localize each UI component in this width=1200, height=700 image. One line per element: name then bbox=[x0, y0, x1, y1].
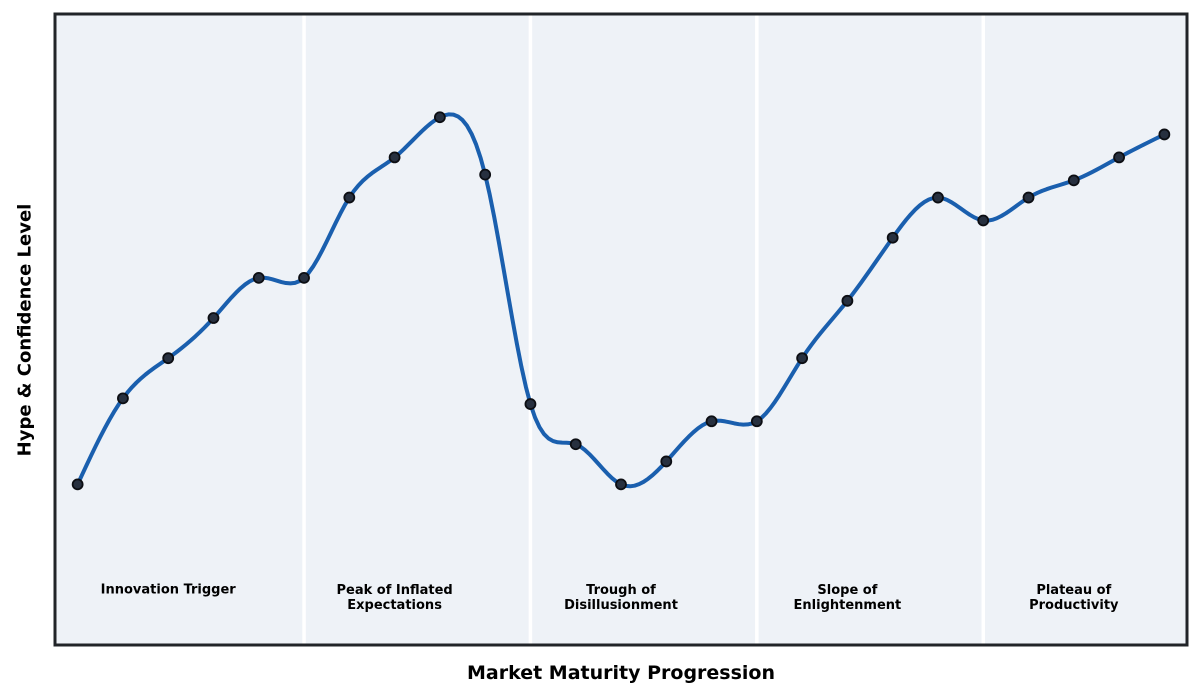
data-point-marker bbox=[750, 415, 763, 428]
plot-area-background bbox=[55, 14, 1187, 645]
data-point-marker bbox=[660, 455, 673, 468]
data-point-marker bbox=[932, 191, 944, 204]
data-point-marker bbox=[1022, 191, 1035, 204]
data-point-marker bbox=[886, 231, 899, 244]
data-point-marker bbox=[796, 352, 809, 365]
phase-label: Slope of Enlightenment bbox=[793, 583, 902, 613]
data-point-marker bbox=[615, 478, 627, 491]
data-point-marker bbox=[433, 111, 446, 124]
data-point-marker bbox=[162, 352, 175, 365]
data-point-marker bbox=[479, 168, 492, 181]
data-point-marker bbox=[343, 191, 356, 204]
x-axis-label: Market Maturity Progression bbox=[466, 662, 776, 684]
data-point-marker bbox=[569, 438, 582, 451]
data-point-marker bbox=[207, 312, 220, 324]
phase-label: Trough of Disillusionment bbox=[564, 583, 678, 613]
data-point-marker bbox=[524, 398, 537, 410]
data-point-marker bbox=[841, 294, 854, 307]
phase-label: Innovation Trigger bbox=[100, 582, 236, 598]
phase-label: Peak of Inflated Expectations bbox=[336, 583, 453, 613]
plot-border bbox=[53, 12, 1189, 647]
data-point-marker bbox=[1113, 151, 1125, 164]
data-point-marker bbox=[977, 214, 990, 227]
data-point-marker bbox=[71, 478, 84, 491]
data-point-marker bbox=[388, 151, 401, 164]
data-point-marker bbox=[298, 271, 310, 284]
data-point-marker bbox=[705, 415, 718, 428]
data-point-marker bbox=[1158, 128, 1171, 141]
data-point-marker bbox=[117, 392, 129, 405]
phase-label: Plateau of Productivity bbox=[1029, 583, 1119, 613]
data-point-marker bbox=[1067, 174, 1080, 187]
y-axis-label: Hype & Confidence Level bbox=[14, 203, 36, 457]
data-point-marker bbox=[252, 271, 265, 284]
